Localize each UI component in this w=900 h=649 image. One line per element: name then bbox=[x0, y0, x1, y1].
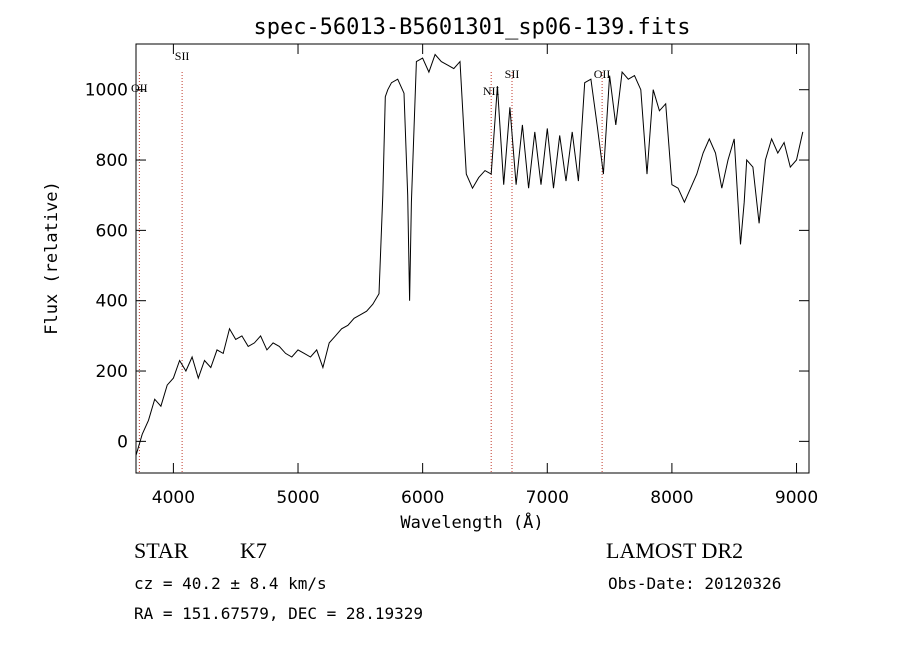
emission-lines-layer: OII SII NII SII OII bbox=[131, 49, 610, 473]
redshift-cz: cz = 40.2 ± 8.4 km/s bbox=[134, 574, 327, 593]
spectrum-series-line bbox=[135, 53, 804, 456]
emission-line-label: OII bbox=[594, 67, 611, 81]
emission-line-label: NII bbox=[483, 84, 500, 98]
emission-line-label: OII bbox=[131, 81, 148, 95]
y-tick-label: 1000 bbox=[85, 81, 128, 101]
y-tick-label: 400 bbox=[96, 292, 128, 312]
y-tick-label: 600 bbox=[96, 221, 128, 241]
object-class: STAR bbox=[134, 538, 189, 563]
emission-line-label: SII bbox=[505, 67, 520, 81]
y-tick-label: 0 bbox=[117, 432, 128, 452]
x-tick-label: 6000 bbox=[401, 488, 444, 508]
chart-title: spec-56013-B5601301_sp06-139.fits bbox=[253, 15, 690, 40]
object-subclass: K7 bbox=[240, 538, 267, 563]
axis-ticks-layer: 4000 5000 6000 7000 8000 9000 0 200 400 600 800 100… bbox=[85, 44, 818, 508]
survey-label: LAMOST DR2 bbox=[606, 538, 744, 563]
y-tick-label: 800 bbox=[96, 151, 128, 171]
y-axis-label: Flux (relative) bbox=[42, 181, 62, 335]
coordinates: RA = 151.67579, DEC = 28.19329 bbox=[134, 604, 423, 623]
x-tick-label: 9000 bbox=[775, 488, 818, 508]
plot-frame bbox=[135, 43, 810, 474]
emission-line-label: SII bbox=[175, 49, 190, 63]
observation-date: Obs-Date: 20120326 bbox=[608, 574, 782, 593]
x-axis-label: Wavelength (Å) bbox=[400, 511, 543, 533]
x-tick-label: 8000 bbox=[650, 488, 693, 508]
y-tick-label: 200 bbox=[96, 362, 128, 382]
x-tick-label: 5000 bbox=[276, 488, 319, 508]
x-tick-label: 4000 bbox=[152, 488, 195, 508]
x-tick-label: 7000 bbox=[526, 488, 569, 508]
